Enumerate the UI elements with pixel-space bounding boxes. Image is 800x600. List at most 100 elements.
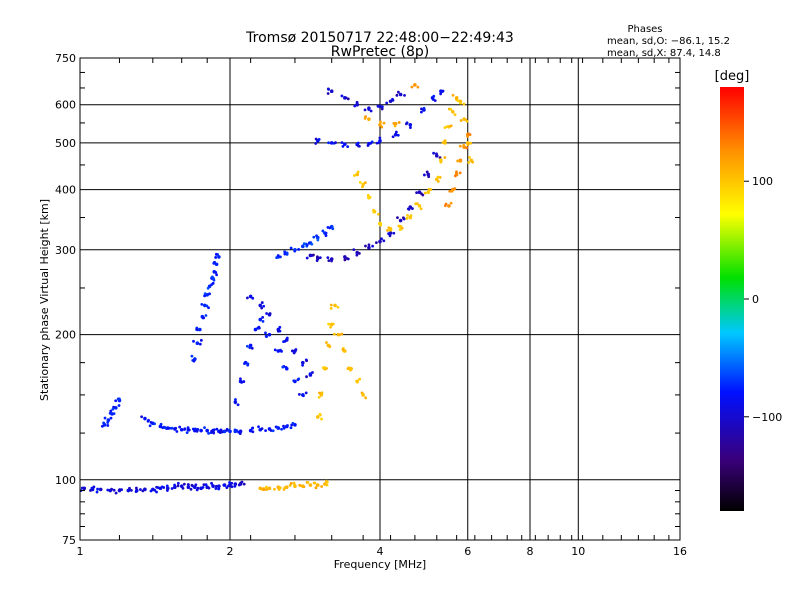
data-point [393,132,398,137]
data-point-scatter [378,222,381,226]
data-point-scatter [211,484,215,487]
data-point-scatter [406,214,409,217]
data-point-scatter [302,242,306,246]
data-point-scatter [346,97,350,101]
x-axis-label: Frequency [MHz] [334,558,426,571]
data-point-scatter [449,201,453,205]
data-point-scatter [361,185,364,189]
data-point-scatter [162,486,166,489]
data-point-scatter [465,146,469,150]
data-point-scatter [393,124,397,128]
data-point-scatter [456,159,460,163]
data-point-scatter [190,483,194,487]
data-point-scatter [170,487,174,490]
y-tick-label: 600 [55,99,76,112]
data-point-scatter [278,348,282,352]
data-point-scatter [202,483,206,487]
colorbar-tick-label: 100 [752,175,773,188]
data-point-scatter [214,256,218,259]
data-point-scatter [436,180,440,183]
data-point-scatter [462,143,466,147]
data-point-scatter [316,238,320,242]
data-point-scatter [419,207,423,211]
data-point-scatter [114,491,118,495]
data-point-scatter [153,422,157,426]
y-tick-label: 75 [62,534,76,547]
data-point-scatter [355,100,359,104]
data-point-scatter [141,489,145,493]
data-point-scatter [222,483,226,487]
data-point-scatter [292,379,296,383]
data-point [179,427,184,432]
data-point-scatter [120,488,124,492]
data-point-scatter [100,424,104,428]
data-point-scatter [379,120,382,124]
data-point-scatter [112,488,116,492]
data-point-scatter [313,481,317,485]
data-point-scatter [178,425,182,429]
data-point-scatter [441,89,445,93]
data-point-scatter [355,379,359,383]
data-point-scatter [387,232,390,236]
data-point-scatter [305,359,309,363]
data-point-scatter [449,108,453,111]
data-point-scatter [206,286,210,290]
data-point-scatter [315,259,319,263]
data-point-scatter [195,328,199,331]
stats-title: Phases [627,24,662,35]
data-point-scatter [422,106,426,110]
data-point-scatter [314,486,318,490]
data-point-scatter [394,130,398,134]
data-point-scatter [341,348,345,351]
data-point-scatter [327,322,331,326]
data-point-scatter [315,234,318,238]
data-point-scatter [363,181,367,185]
data-point-scatter [405,121,409,125]
data-point-scatter [366,193,370,197]
data-point-scatter [438,176,442,179]
data-point-scatter [380,125,384,129]
data-point-scatter [380,105,384,109]
data-point-scatter [262,304,266,308]
data-point-scatter [358,377,362,381]
data-point-scatter [264,488,268,491]
data-point-scatter [261,315,265,319]
data-point-scatter [355,253,359,257]
data-point-scatter [346,145,350,148]
data-point [426,190,431,195]
data-point [267,486,272,491]
data-point-scatter [185,431,189,435]
data-point-scatter [321,229,325,233]
data-point-scatter [147,418,150,422]
data-point-scatter [297,393,301,396]
data-point-scatter [363,108,367,112]
data-point-scatter [382,239,386,243]
data-point-scatter [196,428,200,431]
data-point-scatter [372,210,376,214]
data-point-scatter [449,124,453,128]
data-point-scatter [386,228,389,232]
data-point-scatter [306,481,310,484]
data-point-scatter [409,214,413,218]
data-point-scatter [233,401,237,405]
data-point-scatter [165,489,169,492]
data-point-scatter [173,483,176,487]
data-point-scatter [181,486,185,490]
data-point-scatter [301,363,304,367]
data-point-scatter [371,244,375,248]
data-point-scatter [134,490,138,494]
data-point-scatter [291,421,295,425]
data-point-scatter [356,141,360,145]
data-point-scatter [396,133,400,137]
data-point-scatter [377,212,380,216]
data-point [378,123,382,127]
data-point-scatter [427,175,431,179]
data-point-scatter [199,338,203,342]
data-point-scatter [208,292,211,296]
data-point-scatter [251,426,255,430]
data-point-scatter [289,426,293,430]
data-point-scatter [419,192,423,196]
data-point-scatter [108,411,112,415]
colorbar [720,87,744,511]
data-point-scatter [264,429,267,433]
